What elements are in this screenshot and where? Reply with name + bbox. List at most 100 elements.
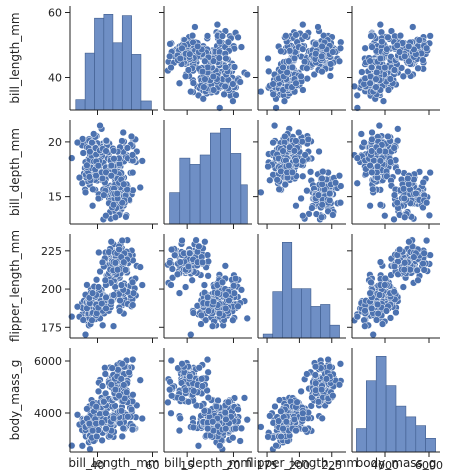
scatter-point xyxy=(99,321,107,329)
scatter-point xyxy=(315,147,323,156)
scatter-point xyxy=(368,304,376,313)
scatter-point xyxy=(353,91,361,100)
scatter-point xyxy=(168,245,176,254)
scatter-point xyxy=(282,418,291,426)
scatter-point xyxy=(264,433,272,441)
hist-bar xyxy=(140,100,152,111)
x-tick-label: 60 xyxy=(146,459,160,472)
scatter-point xyxy=(272,442,280,450)
scatter-point xyxy=(405,57,413,65)
scatter-point xyxy=(401,259,409,267)
scatter-point xyxy=(384,33,392,41)
scatter-point xyxy=(390,262,399,271)
panel-bill_depth_mm-vs-flipper_length_mm xyxy=(253,120,346,229)
scatter-point xyxy=(79,149,87,157)
scatter-point xyxy=(210,86,218,94)
scatter-point xyxy=(136,183,144,192)
scatter-point xyxy=(368,147,376,155)
scatter-point xyxy=(369,330,377,339)
scatter-point xyxy=(257,88,265,96)
scatter-point xyxy=(314,23,322,31)
scatter-point xyxy=(326,196,334,205)
scatter-point xyxy=(264,54,272,63)
scatter-point xyxy=(293,398,301,406)
scatter-point xyxy=(376,258,385,266)
scatter-point xyxy=(92,276,101,284)
scatter-point xyxy=(136,263,144,271)
scatter-point xyxy=(118,199,126,207)
scatter-point xyxy=(292,157,300,165)
scatter-point xyxy=(98,419,106,427)
scatter-point xyxy=(318,201,326,209)
scatter-point xyxy=(419,56,427,64)
scatter-point xyxy=(178,44,186,52)
scatter-point xyxy=(324,355,332,364)
scatter-point xyxy=(113,189,121,198)
scatter-point xyxy=(335,172,344,180)
scatter-point xyxy=(98,299,106,308)
hist-bar xyxy=(121,15,132,111)
scatter-point xyxy=(306,168,315,176)
scatter-point xyxy=(381,281,389,289)
scatter-point xyxy=(186,372,194,381)
scatter-point xyxy=(110,291,118,299)
hist-bar xyxy=(75,99,86,111)
scatter-point xyxy=(128,151,137,159)
scatter-point xyxy=(81,330,90,339)
scatter-point xyxy=(88,138,96,147)
scatter-point xyxy=(303,370,311,378)
scatter-point xyxy=(168,274,177,282)
scatter-point xyxy=(368,63,376,72)
scatter-point xyxy=(128,278,137,286)
scatter-point xyxy=(420,266,428,274)
scatter-point xyxy=(220,90,228,98)
scatter-point xyxy=(292,202,300,210)
scatter-point xyxy=(188,276,196,284)
scatter-point xyxy=(353,179,361,187)
scatter-point xyxy=(285,57,293,65)
scatter-point xyxy=(301,425,309,434)
scatter-point xyxy=(318,67,326,76)
scatter-point xyxy=(94,387,103,396)
scatter-point xyxy=(299,172,307,180)
scatter-point xyxy=(422,236,431,245)
scatter-point xyxy=(81,188,90,196)
scatter-point xyxy=(299,86,307,94)
scatter-point xyxy=(197,320,205,328)
scatter-point xyxy=(212,402,221,411)
scatter-point xyxy=(222,63,230,72)
x-tick-label: 175 xyxy=(257,459,278,472)
scatter-point xyxy=(317,213,326,221)
hist-bar xyxy=(405,416,417,453)
scatter-point xyxy=(292,137,300,145)
scatter-point xyxy=(275,185,283,193)
scatter-point xyxy=(115,392,123,400)
scatter-point xyxy=(266,176,274,184)
scatter-point xyxy=(366,289,374,297)
scatter-point xyxy=(118,360,126,368)
scatter-point xyxy=(405,42,413,51)
scatter-point xyxy=(375,291,384,299)
y-axis-label: bill_length_mm xyxy=(8,12,22,103)
hist-bar xyxy=(356,428,367,453)
hist-bar xyxy=(179,157,191,225)
scatter-point xyxy=(265,67,273,75)
panel-flipper_length_mm-vs-bill_length_mm xyxy=(65,234,158,343)
scatter-point xyxy=(121,266,130,274)
panel-bill_depth_mm-vs-bill_depth_mm xyxy=(163,120,252,229)
x-axis-label: body_mass_g xyxy=(356,456,437,470)
scatter-point xyxy=(414,64,422,72)
scatter-point xyxy=(175,426,184,435)
scatter-point xyxy=(204,424,212,433)
scatter-point xyxy=(410,253,418,261)
y-tick-label: 6000 xyxy=(34,355,62,368)
scatter-point xyxy=(116,307,124,315)
scatter-point xyxy=(336,44,345,52)
panel-flipper_length_mm-vs-bill_depth_mm xyxy=(159,234,252,343)
scatter-point xyxy=(122,213,130,221)
scatter-point xyxy=(275,396,284,404)
scatter-point xyxy=(384,86,393,94)
scatter-point xyxy=(96,267,104,276)
scatter-point xyxy=(197,311,206,319)
y-tick-label: 175 xyxy=(41,321,62,334)
